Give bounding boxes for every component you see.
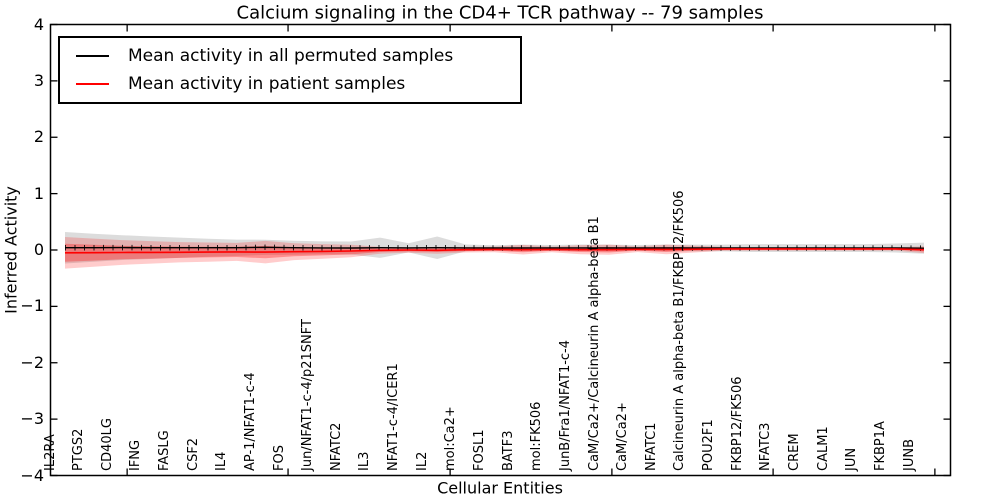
x-category-label: IL2RA bbox=[42, 434, 58, 471]
permuted-mean-line bbox=[65, 246, 925, 249]
legend-row: Mean activity in all permuted samples bbox=[60, 42, 520, 70]
legend: Mean activity in all permuted samples Mea… bbox=[58, 36, 522, 104]
x-category-label: IL2 bbox=[414, 451, 430, 471]
x-category-label: FKBP1A bbox=[872, 421, 888, 471]
x-category-label: NFATC3 bbox=[758, 422, 774, 471]
x-category-label: Jun/NFAT1-c-4/p21SNFT bbox=[300, 319, 316, 471]
y-tick-label: −4 bbox=[20, 465, 44, 485]
axes-frame bbox=[49, 23, 952, 477]
y-tick-label: 3 bbox=[33, 70, 44, 90]
patient-mean-line bbox=[64, 248, 925, 254]
x-category-label: mol:Ca2+ bbox=[443, 406, 459, 471]
x-category-label: NFATC1 bbox=[643, 422, 659, 471]
y-tick-label: −2 bbox=[20, 352, 44, 372]
legend-label: Mean activity in patient samples bbox=[128, 74, 406, 94]
x-category-label: FOS bbox=[271, 445, 287, 471]
legend-label: Mean activity in all permuted samples bbox=[128, 46, 454, 66]
x-axis-label: Cellular Entities bbox=[437, 478, 563, 498]
x-category-label: JUN bbox=[844, 447, 860, 471]
x-category-label: NFAT1-c-4/ICER1 bbox=[386, 363, 402, 471]
y-tick-label: −1 bbox=[20, 296, 44, 316]
x-category-label: Calcineurin A alpha-beta B1/FKBP12/FK506 bbox=[672, 190, 688, 471]
x-category-label: CD40LG bbox=[99, 418, 115, 471]
legend-line-swatch bbox=[76, 83, 109, 85]
x-category-label: FOSL1 bbox=[472, 429, 487, 471]
x-category-label: JunB/Fra1/NFAT1-c-4 bbox=[557, 339, 573, 471]
x-category-label: CaM/Ca2+/Calcineurin A alpha-beta B1 bbox=[586, 216, 602, 471]
y-tick-label: 4 bbox=[33, 14, 44, 34]
x-category-label: AP-1/NFAT1-c-4 bbox=[242, 372, 258, 471]
x-category-label: CaM/Ca2+ bbox=[615, 402, 631, 471]
y-tick-label: 2 bbox=[33, 127, 44, 147]
x-category-label: IL4 bbox=[214, 451, 230, 471]
x-category-label: FASLG bbox=[157, 430, 173, 471]
x-category-label: CALM1 bbox=[815, 426, 831, 471]
chart-title: Calcium signaling in the CD4+ TCR pathwa… bbox=[236, 2, 764, 24]
x-category-label: BATF3 bbox=[500, 430, 516, 472]
x-category-label: IFNG bbox=[128, 439, 144, 471]
x-category-label: mol:FK506 bbox=[529, 401, 545, 471]
patient-samples-std-band-outer bbox=[65, 237, 924, 269]
x-category-label: CREM bbox=[786, 433, 802, 471]
x-category-label: PTGS2 bbox=[71, 428, 87, 471]
x-category-label: IL3 bbox=[357, 451, 373, 471]
legend-line-swatch bbox=[76, 55, 109, 57]
y-tick-label: 0 bbox=[33, 240, 44, 259]
y-tick-label: 1 bbox=[33, 183, 44, 203]
x-category-label: NFATC2 bbox=[328, 422, 344, 471]
x-category-label: JUNB bbox=[901, 439, 917, 471]
y-tick-label: −3 bbox=[20, 409, 44, 429]
legend-row: Mean activity in patient samples bbox=[60, 70, 520, 98]
x-category-label: CSF2 bbox=[185, 437, 201, 471]
x-category-label: POU2F1 bbox=[701, 419, 717, 471]
x-category-label: FKBP12/FK506 bbox=[729, 376, 745, 472]
bands-group bbox=[65, 232, 924, 269]
